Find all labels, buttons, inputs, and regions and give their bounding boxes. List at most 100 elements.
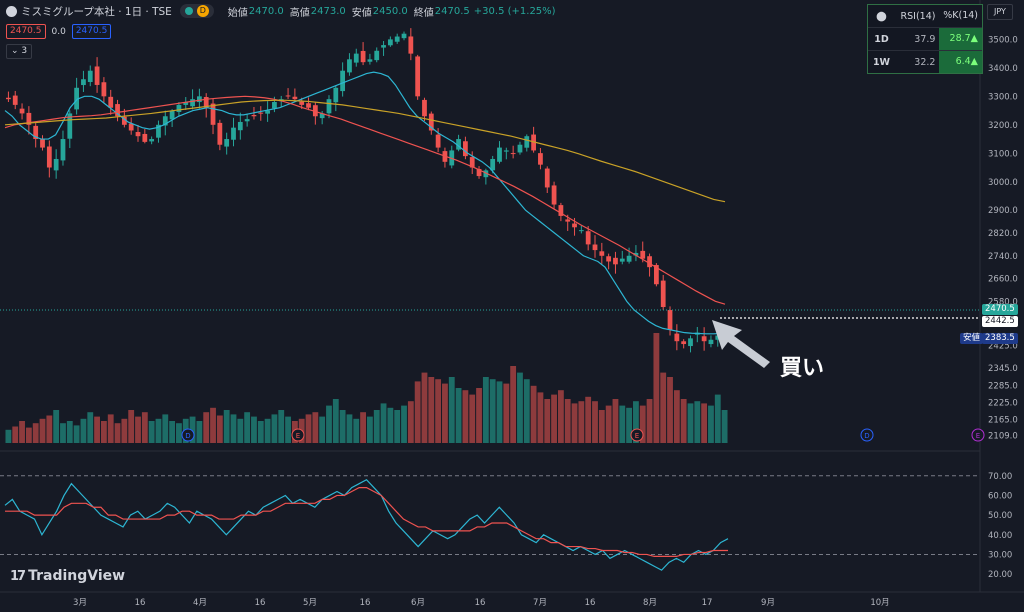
candle-body xyxy=(524,136,530,148)
candle-body xyxy=(565,219,571,222)
candle-body xyxy=(394,36,400,42)
volume-bar xyxy=(523,379,530,443)
price-tick-label: 2225.0 xyxy=(988,398,1018,408)
buy-arrow-icon xyxy=(712,320,770,368)
event-marker-letter: D xyxy=(864,432,869,440)
low-tag-label: 安値 xyxy=(960,333,984,344)
rsi-line-signal xyxy=(5,486,728,558)
candle-body xyxy=(190,99,195,107)
volume-bar xyxy=(39,418,46,443)
candle-body xyxy=(231,127,236,140)
candle-body xyxy=(422,99,427,117)
currency-button[interactable]: JPY xyxy=(987,4,1013,20)
indicator-collapse-button[interactable]: ⌄ 3 xyxy=(6,44,33,59)
table-settings-icon[interactable]: ⬤ xyxy=(876,10,887,22)
change-value: +30.5 (+1.25%) xyxy=(473,5,556,17)
last-price-label: 2470.5 xyxy=(982,304,1018,315)
volume-bar xyxy=(660,372,667,443)
volume-bar xyxy=(278,410,285,443)
symbol-logo-icon xyxy=(6,5,17,17)
candle-body xyxy=(115,104,120,117)
volume-bar xyxy=(414,381,421,443)
candle-body xyxy=(497,147,502,162)
volume-bar xyxy=(578,401,585,443)
rsi-value: 32.2 xyxy=(914,56,936,68)
volume-bar xyxy=(564,399,571,443)
candle-body xyxy=(701,336,707,342)
volume-bar xyxy=(619,405,626,443)
rsi-tick-label: 50.00 xyxy=(988,511,1012,521)
candle-body xyxy=(319,113,325,119)
volume-bar xyxy=(339,410,346,443)
candle-body xyxy=(551,185,557,205)
ask-price[interactable]: 2470.5 xyxy=(71,24,112,39)
candle-body xyxy=(633,252,639,256)
volume-bar xyxy=(353,418,360,443)
bid-price[interactable]: 2470.5 xyxy=(6,24,46,39)
candle-body xyxy=(169,110,175,120)
candle-body xyxy=(285,95,291,97)
volume-bar xyxy=(421,372,428,443)
symbol-title[interactable]: ミスミグループ本社 · 1日 · TSE xyxy=(21,5,172,18)
volume-bar xyxy=(530,385,537,443)
candle-body xyxy=(578,230,584,232)
volume-bar xyxy=(714,394,721,443)
candle-body xyxy=(12,95,18,105)
pill-letter: D xyxy=(196,5,209,17)
candle-body xyxy=(210,103,216,125)
candle-body xyxy=(60,139,66,161)
volume-bar xyxy=(407,401,414,443)
candle-body xyxy=(660,280,666,308)
market-status-pill[interactable]: D xyxy=(179,4,214,18)
candle-body xyxy=(592,244,598,251)
volume-bar xyxy=(210,407,216,443)
candle-body xyxy=(74,87,80,110)
high-value: 2473.0 xyxy=(310,5,346,17)
time-tick-label: 5月 xyxy=(303,598,317,608)
volume-bar xyxy=(482,377,489,443)
ma-line-ema100 xyxy=(4,99,726,203)
time-tick-label: 8月 xyxy=(643,598,657,608)
candle-body xyxy=(183,102,189,105)
candle-body xyxy=(251,114,257,117)
volume-bar xyxy=(442,383,448,443)
candle-body xyxy=(347,59,352,73)
event-marker-letter: D xyxy=(185,432,190,440)
open-label: 始値 xyxy=(227,7,248,19)
volume-bar xyxy=(244,412,251,443)
volume-bar xyxy=(12,426,19,443)
candle-body xyxy=(708,339,714,345)
candle-body xyxy=(108,96,114,108)
price-tick-label: 3100.0 xyxy=(988,149,1018,159)
volume-bar xyxy=(128,410,135,443)
volume-bar xyxy=(189,416,196,443)
volume-bar xyxy=(332,399,339,443)
price-tick-label: 2580.0 xyxy=(988,297,1018,307)
price-tick-label: 2109.0 xyxy=(988,431,1018,441)
candle-body xyxy=(203,97,209,108)
candle-body xyxy=(135,132,141,137)
event-marker-letter: E xyxy=(635,432,639,440)
volume-bar xyxy=(503,383,510,443)
event-marker-icon xyxy=(971,428,985,442)
candle-body xyxy=(653,265,659,285)
volume-bar xyxy=(489,379,496,443)
rsi-tick-label: 60.00 xyxy=(988,491,1012,501)
candle-body xyxy=(197,96,202,103)
buy-annotation: 買い xyxy=(780,356,825,381)
event-marker-letter: E xyxy=(296,432,300,440)
candle-body xyxy=(121,116,127,125)
candle-body xyxy=(81,79,86,86)
candle-body xyxy=(237,121,243,131)
volume-bar xyxy=(257,421,264,443)
rsi-tick-label: 30.00 xyxy=(988,550,1012,560)
volume-bar xyxy=(496,381,503,443)
rsi-tick-label: 70.00 xyxy=(988,472,1012,482)
volume-bar xyxy=(121,418,128,443)
price-tick-label: 2165.0 xyxy=(988,415,1018,425)
timeframe-label: 1W xyxy=(872,56,891,68)
candle-body xyxy=(272,102,277,109)
candle-body xyxy=(674,333,680,342)
volume-bar xyxy=(141,412,148,443)
